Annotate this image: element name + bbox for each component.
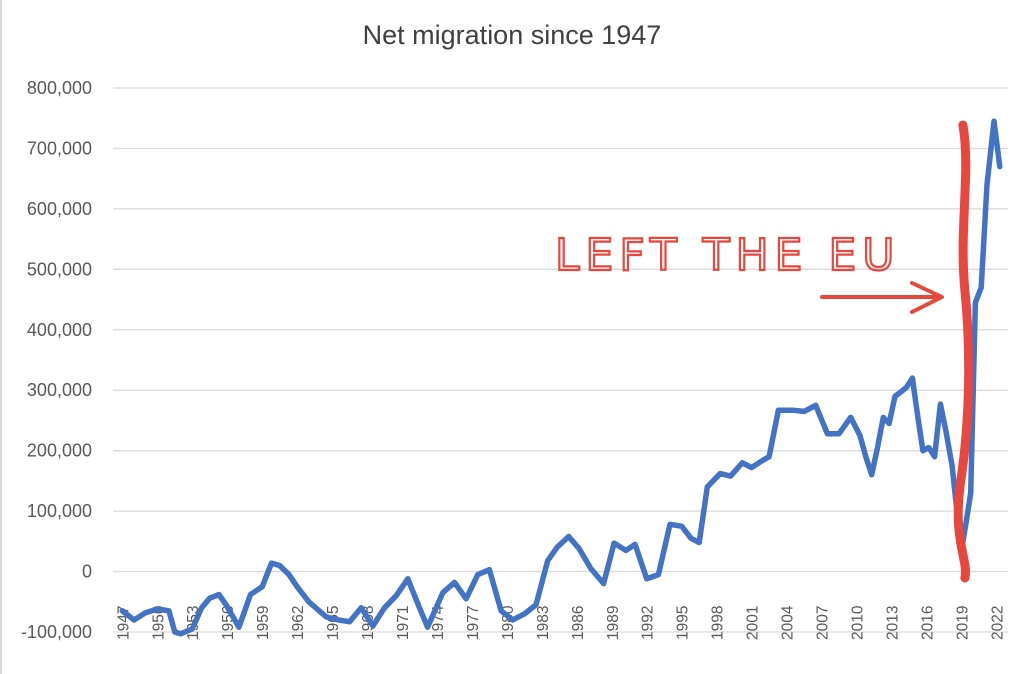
x-tick-label: 2019 bbox=[954, 606, 971, 640]
x-tick-label: 1995 bbox=[675, 606, 692, 640]
x-tick-label: 1971 bbox=[395, 606, 412, 640]
series-layer bbox=[119, 118, 1003, 637]
x-tick-label: 2010 bbox=[850, 605, 867, 640]
x-tick-label: 2022 bbox=[989, 606, 1006, 640]
annotation-layer: LEFT THE EU bbox=[554, 120, 974, 583]
x-tick-label: 2013 bbox=[884, 606, 901, 640]
x-tick-label: 1959 bbox=[255, 606, 272, 640]
x-tick-label: 2016 bbox=[919, 606, 936, 640]
x-tick-label: 2004 bbox=[780, 605, 797, 640]
y-tick-label: 100,000 bbox=[27, 501, 92, 521]
x-tick-label: 2001 bbox=[745, 606, 762, 640]
y-tick-label: 600,000 bbox=[27, 199, 92, 219]
chart-title: Net migration since 1947 bbox=[363, 20, 662, 50]
net-migration-line bbox=[119, 118, 1003, 637]
x-axis-ticks: 1947 1950 1953 1956 1959 1962 1965 1968 1971 1974… bbox=[115, 605, 1006, 640]
y-axis-ticks: -100,000 0 100,000 200,000 300,000 400,000 500… bbox=[21, 78, 92, 642]
annotation-marker-line bbox=[953, 120, 974, 583]
gridlines bbox=[113, 87, 1008, 633]
annotation-text: LEFT THE EU bbox=[555, 230, 900, 281]
x-tick-label: 1962 bbox=[290, 606, 307, 640]
x-tick-label: 1950 bbox=[150, 605, 167, 640]
y-tick-label: -100,000 bbox=[21, 622, 92, 642]
x-tick-label: 1965 bbox=[325, 606, 342, 640]
x-tick-label: 1998 bbox=[710, 606, 727, 640]
y-tick-label: 700,000 bbox=[27, 138, 92, 158]
y-tick-label: 200,000 bbox=[27, 441, 92, 461]
x-tick-label: 1986 bbox=[570, 606, 587, 640]
y-tick-label: 500,000 bbox=[27, 259, 92, 279]
x-tick-label: 1977 bbox=[465, 606, 482, 640]
x-tick-label: 1992 bbox=[640, 606, 657, 640]
annotation-arrow bbox=[820, 281, 944, 314]
x-tick-label: 2007 bbox=[815, 606, 832, 640]
y-tick-label: 400,000 bbox=[27, 320, 92, 340]
x-tick-label: 1983 bbox=[535, 606, 552, 640]
y-tick-label: 800,000 bbox=[27, 78, 92, 98]
y-tick-label: 300,000 bbox=[27, 380, 92, 400]
x-tick-label: 1989 bbox=[605, 606, 622, 640]
left-border bbox=[0, 0, 2, 674]
y-tick-label: 0 bbox=[82, 562, 92, 582]
